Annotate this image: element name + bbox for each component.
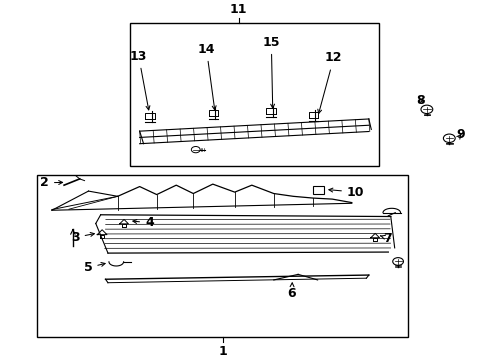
Text: 12: 12 [317, 51, 342, 113]
Text: 5: 5 [83, 261, 105, 274]
Text: 9: 9 [456, 128, 464, 141]
Text: 6: 6 [287, 283, 296, 300]
Text: 11: 11 [229, 3, 247, 16]
Bar [37, 175, 407, 337]
Bar [312, 186, 324, 194]
Bar [130, 23, 378, 166]
Text: 7: 7 [380, 231, 391, 245]
Text: 15: 15 [262, 36, 280, 108]
Text: 4: 4 [133, 216, 153, 229]
Text: 1: 1 [218, 345, 226, 358]
Text: 13: 13 [130, 50, 150, 110]
Text: 2: 2 [40, 176, 62, 189]
Text: 3: 3 [71, 231, 94, 244]
Text: 10: 10 [328, 186, 364, 199]
Text: 14: 14 [197, 43, 216, 110]
Text: 8: 8 [416, 94, 425, 107]
